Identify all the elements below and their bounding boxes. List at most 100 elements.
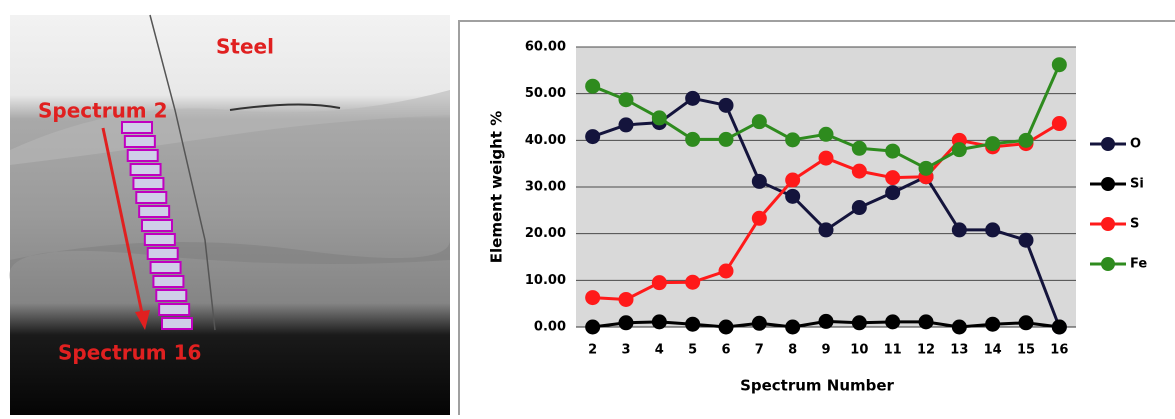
- image-label: Spectrum 16: [58, 341, 201, 365]
- data-point: [1018, 132, 1034, 148]
- spectrum-box: [129, 163, 162, 176]
- x-tick-label: 5: [688, 343, 697, 358]
- spectrum-box: [138, 205, 171, 218]
- data-point: [751, 315, 767, 331]
- y-tick-label: 20.00: [525, 226, 566, 241]
- legend-label: O: [1130, 137, 1141, 152]
- x-tick-label: 6: [721, 343, 730, 358]
- legend-label: Si: [1130, 177, 1144, 192]
- data-point: [818, 150, 834, 166]
- interface: [229, 103, 341, 111]
- data-point: [851, 163, 867, 179]
- data-point: [918, 160, 934, 176]
- data-point: [785, 172, 801, 188]
- data-point: [985, 222, 1001, 238]
- data-point: [1051, 57, 1067, 73]
- spectrum-box: [152, 275, 185, 288]
- spectrum-box: [146, 247, 179, 260]
- data-point: [651, 110, 667, 126]
- y-tick-label: 40.00: [525, 133, 566, 148]
- x-tick-label: 13: [950, 343, 968, 358]
- data-point: [718, 131, 734, 147]
- spectrum-box: [141, 219, 173, 232]
- crack: [149, 14, 216, 331]
- data-point: [585, 78, 601, 94]
- x-tick-label: 11: [884, 343, 902, 358]
- arrow-head: [135, 310, 150, 330]
- data-point: [1018, 232, 1034, 248]
- data-point: [718, 319, 734, 335]
- data-point: [951, 319, 967, 335]
- data-point: [751, 210, 767, 226]
- data-point: [618, 291, 634, 307]
- x-tick-label: 16: [1050, 343, 1068, 358]
- data-point: [685, 316, 701, 332]
- data-point: [585, 319, 601, 335]
- legend-marker: [1101, 217, 1115, 231]
- x-tick-label: 4: [655, 343, 664, 358]
- y-tick-label: 0.00: [534, 320, 566, 335]
- data-point: [851, 140, 867, 156]
- y-tick-label: 60.00: [525, 40, 566, 55]
- oxide-layer: [10, 90, 450, 165]
- data-point: [685, 131, 701, 147]
- spectrum-boxes: [121, 121, 193, 330]
- data-point: [785, 132, 801, 148]
- spectrum-box: [155, 289, 188, 302]
- data-point: [818, 313, 834, 329]
- data-point: [951, 142, 967, 158]
- x-tick-label: 7: [755, 343, 764, 358]
- image-label: Steel: [216, 35, 274, 59]
- x-tick-label: 2: [588, 343, 597, 358]
- x-axis-title: Spectrum Number: [740, 377, 894, 395]
- data-point: [651, 275, 667, 291]
- x-tick-label: 12: [917, 343, 935, 358]
- data-point: [685, 274, 701, 290]
- legend-marker: [1101, 177, 1115, 191]
- spectrum-box: [149, 261, 182, 274]
- data-point: [818, 222, 834, 238]
- spectrum-box: [126, 149, 159, 162]
- data-point: [1051, 319, 1067, 335]
- y-tick-label: 30.00: [525, 180, 566, 195]
- micrograph: Steel Spectrum 2 Spectrum 16: [9, 14, 450, 415]
- spectrum-box: [158, 303, 191, 316]
- x-tick-label: 9: [821, 343, 830, 358]
- data-point: [951, 222, 967, 238]
- data-point: [1051, 116, 1067, 132]
- arrow-shaft: [101, 127, 145, 319]
- data-point: [585, 129, 601, 145]
- legend-label: S: [1130, 217, 1139, 232]
- micrograph-background: [10, 15, 450, 415]
- data-point: [851, 200, 867, 216]
- legend-label: Fe: [1130, 257, 1147, 272]
- data-point: [751, 173, 767, 189]
- data-point: [718, 263, 734, 279]
- x-tick-label: 3: [621, 343, 630, 358]
- y-tick-label: 50.00: [525, 86, 566, 101]
- data-point: [685, 90, 701, 106]
- data-point: [618, 315, 634, 331]
- data-point: [918, 314, 934, 330]
- x-tick-label: 15: [1017, 343, 1035, 358]
- data-point: [985, 136, 1001, 152]
- legend-marker: [1101, 137, 1115, 151]
- legend-marker: [1101, 257, 1115, 271]
- texture: [9, 240, 450, 280]
- spectrum-box: [123, 135, 156, 148]
- data-point: [651, 314, 667, 330]
- spectrum-box: [143, 233, 176, 246]
- data-point: [785, 188, 801, 204]
- x-tick-label: 14: [984, 343, 1002, 358]
- x-tick-label: 8: [788, 343, 797, 358]
- data-point: [885, 143, 901, 159]
- data-point: [885, 314, 901, 330]
- x-tick-label: 10: [850, 343, 868, 358]
- spectrum-box: [161, 317, 193, 330]
- data-point: [885, 185, 901, 201]
- y-axis-title: Element weight %: [488, 111, 506, 263]
- data-point: [785, 319, 801, 335]
- data-point: [1018, 315, 1034, 331]
- image-label: Spectrum 2: [38, 99, 168, 123]
